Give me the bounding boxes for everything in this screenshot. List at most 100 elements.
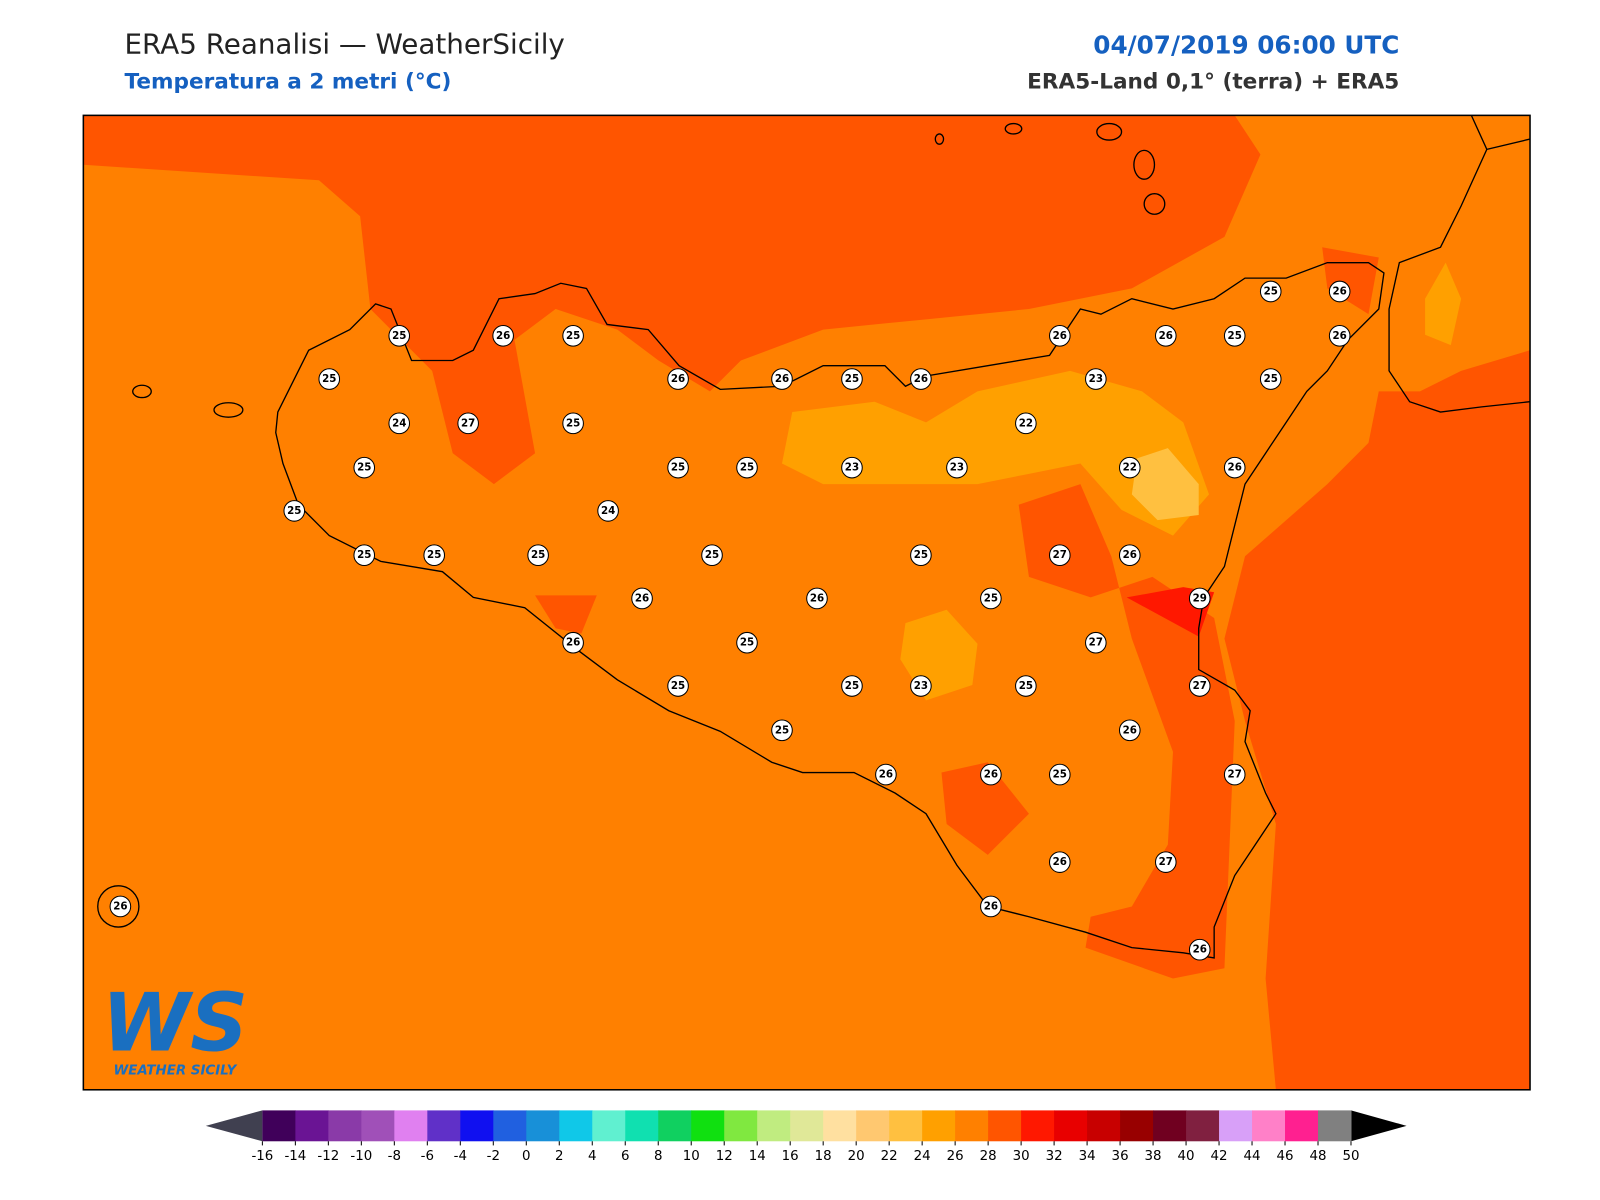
colorbar-swatch <box>856 1110 890 1142</box>
island <box>213 402 244 418</box>
subtitle: Temperatura a 2 metri (°C) <box>125 70 452 95</box>
colorbar-under <box>205 1110 263 1142</box>
station-value: 25 <box>322 373 336 385</box>
island <box>1004 122 1023 135</box>
station-value: 25 <box>1019 680 1033 692</box>
logo-caption: WEATHER SICILY <box>113 1063 237 1078</box>
station-marker <box>353 456 376 479</box>
island <box>934 133 945 145</box>
station-value: 23 <box>1089 373 1103 385</box>
station-value: 26 <box>914 373 928 385</box>
colorbar-tick-label: 22 <box>881 1149 898 1164</box>
station-marker <box>980 587 1002 610</box>
station-value: 25 <box>845 373 859 385</box>
station-value: 26 <box>984 769 998 781</box>
colorbar-tick-label: 2 <box>555 1149 564 1164</box>
station-marker <box>667 456 689 479</box>
station-marker <box>910 368 932 390</box>
station-value: 26 <box>1123 549 1137 561</box>
station-value: 25 <box>845 680 859 692</box>
station-value: 26 <box>496 330 510 342</box>
station-value: 25 <box>775 724 789 736</box>
colorbar-tick-label: 30 <box>1013 1149 1030 1164</box>
station-marker <box>1154 851 1177 873</box>
station-value: 25 <box>1053 769 1067 781</box>
station-value: 26 <box>1159 330 1173 342</box>
station-value: 27 <box>1053 549 1067 561</box>
station-value: 27 <box>1159 856 1173 868</box>
colorbar-swatch <box>1021 1110 1055 1142</box>
station-layer: 25 26 25 25 24 27 25 25 25 25 25 26 26 25 26 26 26 25 25 26… <box>109 280 1351 961</box>
coastline <box>275 261 1385 959</box>
station-marker <box>1049 763 1071 786</box>
station-marker <box>1188 938 1211 961</box>
station-value: 26 <box>635 592 649 604</box>
station-value: 25 <box>392 330 406 342</box>
colorbar-tick-label: 4 <box>588 1149 597 1164</box>
station-value: 25 <box>671 462 685 474</box>
colorbar-tick-label: 34 <box>1079 1149 1096 1164</box>
station-marker <box>388 412 411 435</box>
colorbar-swatch <box>262 1110 296 1142</box>
station-value: 26 <box>1053 330 1067 342</box>
station-marker <box>353 544 376 567</box>
coastline <box>1486 138 1531 151</box>
station-marker <box>1015 675 1037 697</box>
map-frame <box>82 114 1531 1091</box>
station-value: 25 <box>740 462 754 474</box>
field-warm <box>535 595 597 634</box>
station-value: 27 <box>1089 637 1103 649</box>
colorbar-tick-label: 32 <box>1046 1149 1063 1164</box>
station-value: 22 <box>1123 462 1137 474</box>
station-marker <box>1223 456 1246 479</box>
colorbar-swatch <box>1318 1110 1352 1142</box>
island <box>1143 192 1166 215</box>
colorbar-tick-label: -4 <box>454 1149 467 1164</box>
colorbar-tick-label: -8 <box>388 1149 401 1164</box>
station-marker <box>1015 412 1037 435</box>
colorbar-tick-label: 14 <box>749 1149 766 1164</box>
date: 04/07/2019 06:00 UTC <box>1093 31 1399 60</box>
station-marker <box>910 675 932 697</box>
station-value: 26 <box>810 592 824 604</box>
colorbar-tick-label: 40 <box>1178 1149 1195 1164</box>
coastline <box>1388 115 1531 413</box>
colorbar-swatch <box>559 1110 593 1142</box>
station-value: 25 <box>705 549 719 561</box>
colorbar-tick-label: 42 <box>1211 1149 1228 1164</box>
station-value: 23 <box>845 462 859 474</box>
station-marker <box>597 500 619 522</box>
station-marker <box>1118 544 1141 567</box>
station-marker <box>771 719 793 742</box>
station-marker <box>631 587 653 610</box>
station-marker <box>667 368 689 390</box>
station-value: 26 <box>879 769 893 781</box>
station-marker <box>771 368 793 390</box>
station-marker <box>1049 544 1071 567</box>
colorbar-tick-label: -16 <box>251 1149 273 1164</box>
colorbar-swatch <box>988 1110 1022 1142</box>
station-value: 25 <box>427 549 441 561</box>
station-marker <box>1118 456 1141 479</box>
colorbar-swatch <box>1252 1110 1286 1142</box>
station-value: 25 <box>671 680 685 692</box>
station-value: 23 <box>950 462 964 474</box>
station-marker <box>1223 324 1246 347</box>
colorbar-tick-label: 48 <box>1309 1149 1326 1164</box>
station-marker <box>736 631 758 654</box>
island <box>132 384 152 399</box>
station-marker <box>841 368 863 390</box>
colorbar-tick-label: 18 <box>815 1149 832 1164</box>
station-value: 26 <box>1333 330 1347 342</box>
colorbar-swatch <box>658 1110 692 1142</box>
station-value: 26 <box>1123 724 1137 736</box>
station-marker <box>736 456 758 479</box>
colorbar-tick-label: -2 <box>487 1149 500 1164</box>
colorbar-tick-label: 0 <box>522 1149 531 1164</box>
title: ERA5 Reanalisi — WeatherSicily <box>125 28 565 61</box>
colorbar-tick-label: 24 <box>914 1149 931 1164</box>
station-value: 22 <box>1019 417 1033 429</box>
field-cool <box>1425 262 1462 346</box>
colorbar-tick-label: 50 <box>1342 1149 1359 1164</box>
station-value: 27 <box>461 417 475 429</box>
